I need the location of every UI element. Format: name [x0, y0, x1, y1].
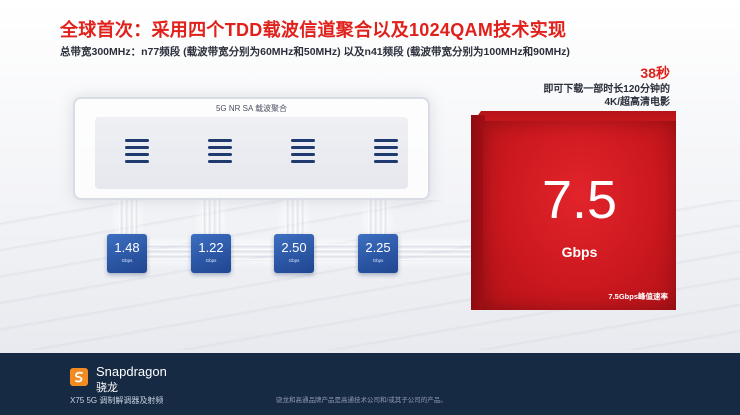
download-seconds: 38秒 [640, 65, 670, 81]
carrier-rate-4: 2.25 Gbps [358, 234, 398, 273]
footer-disclaimer: 骁龙和高通品牌产品是高通技术公司和/或其子公司的产品。 [276, 397, 447, 404]
rate-unit: Gbps [121, 258, 133, 263]
total-speed-unit: Gbps [561, 244, 598, 260]
slide: 全球首次：采用四个TDD载波信道聚合以及1024QAM技术实现 总带宽300MH… [0, 0, 740, 353]
download-callout: 38秒 即可下载一部时长120分钟的 4K/超高清电影 [543, 63, 670, 109]
rate-value: 1.48 [114, 240, 140, 255]
footer-bar: Snapdragon 骁龙 X75 5G 调制解调器及射频 骁龙和高通品牌产品是… [0, 353, 740, 415]
rate-value: 2.50 [281, 240, 307, 255]
rate-unit: Gbps [205, 258, 217, 263]
slide-title: 全球首次：采用四个TDD载波信道聚合以及1024QAM技术实现 [60, 20, 567, 40]
panel-label: 5G NR SA 载波聚合 [215, 104, 288, 113]
carrier-rate-2: 1.22 Gbps [191, 234, 231, 273]
brand-name: Snapdragon [96, 364, 167, 379]
rate-unit: Gbps [372, 258, 384, 263]
slide-subtitle: 总带宽300MHz：n77频段 (载波带宽分别为60MHz和50MHz) 以及n… [60, 46, 570, 58]
snapdragon-logo-icon [70, 368, 88, 386]
carrier-aggregation-panel: 5G NR SA 载波聚合 [73, 97, 430, 200]
product-name: X75 5G 调制解调器及射频 [70, 396, 164, 405]
download-line-2: 4K/超高清电影 [604, 97, 670, 108]
panel-inner [95, 117, 408, 189]
beam-1 [118, 196, 138, 236]
beam-4 [367, 196, 387, 236]
beam-2 [201, 196, 221, 236]
carrier-icon [291, 139, 315, 169]
carrier-icon [125, 139, 149, 169]
brand-name-cn: 骁龙 [96, 382, 118, 394]
carrier-rate-1: 1.48 Gbps [107, 234, 147, 273]
rate-unit: Gbps [288, 258, 300, 263]
total-speed-value: 7.5 [541, 170, 618, 230]
rate-value: 1.22 [198, 240, 224, 255]
carrier-rate-3: 2.50 Gbps [274, 234, 314, 273]
total-speed-cube: 7.5 Gbps 7.5Gbps峰值速率 [471, 111, 676, 310]
download-line-1: 即可下载一部时长120分钟的 [543, 84, 670, 95]
cube-side-face [471, 115, 485, 310]
cube-front-face: 7.5 Gbps 7.5Gbps峰值速率 [483, 121, 676, 310]
beam-3 [284, 196, 304, 236]
rate-value: 2.25 [365, 240, 391, 255]
carrier-icon [374, 139, 398, 169]
carrier-icon [208, 139, 232, 169]
peak-rate-caption: 7.5Gbps峰值速率 [608, 292, 668, 301]
